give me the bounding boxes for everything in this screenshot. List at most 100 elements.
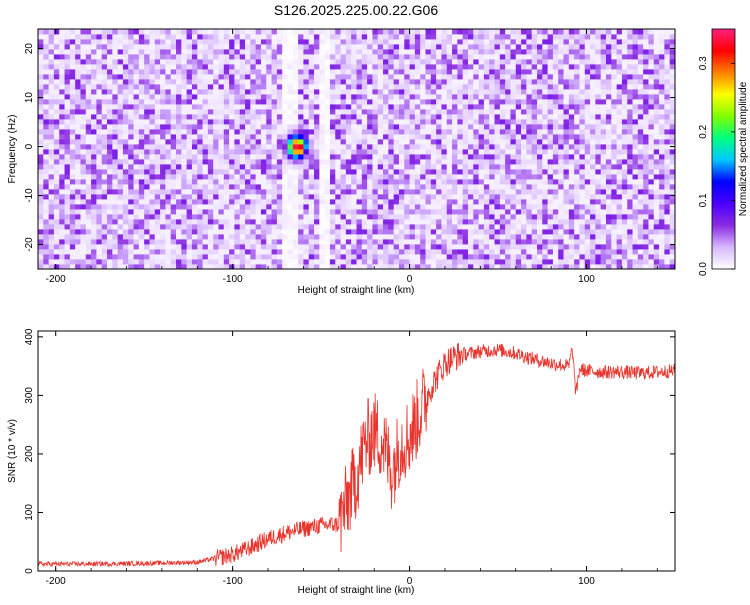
heatmap-cell xyxy=(176,184,182,190)
heatmap-cell xyxy=(69,109,76,115)
heatmap-cell xyxy=(303,249,310,255)
heatmap-cell xyxy=(510,124,517,130)
heatmap-cell xyxy=(574,209,580,215)
heatmap-cell xyxy=(669,139,675,145)
heatmap-cell xyxy=(207,119,214,125)
heatmap-cell xyxy=(414,159,421,165)
heatmap-cell xyxy=(112,124,119,130)
heatmap-cell xyxy=(287,189,294,195)
heatmap-cell xyxy=(154,69,161,75)
heatmap-cell xyxy=(218,124,225,130)
heatmap-cell xyxy=(101,134,108,140)
heatmap-cell xyxy=(154,159,161,165)
heatmap-cell xyxy=(64,264,71,269)
heatmap-cell xyxy=(478,119,485,125)
heatmap-cell xyxy=(38,79,44,85)
heatmap-cell xyxy=(536,84,543,90)
heatmap-cell xyxy=(340,259,347,265)
heatmap-cell xyxy=(335,89,341,95)
heatmap-cell xyxy=(149,74,156,80)
heatmap-cell xyxy=(404,104,410,110)
heatmap-cell xyxy=(271,154,278,160)
heatmap-cell xyxy=(276,79,283,85)
heatmap-cell xyxy=(101,104,108,110)
heatmap-cell xyxy=(38,214,44,220)
heatmap-cell xyxy=(600,134,607,140)
heatmap-cell xyxy=(128,69,134,75)
heatmap-cell xyxy=(425,64,432,70)
heatmap-cell xyxy=(112,94,119,100)
heatmap-cell xyxy=(542,234,548,240)
heatmap-cell xyxy=(590,189,596,195)
heatmap-cell xyxy=(430,119,437,125)
heatmap-cell xyxy=(96,244,103,250)
heatmap-cell xyxy=(239,239,246,245)
heatmap-cell xyxy=(165,124,172,130)
heatmap-cell xyxy=(393,199,400,205)
heatmap-cell xyxy=(446,84,453,90)
heatmap-cell xyxy=(48,189,55,195)
heatmap-cell xyxy=(186,159,193,165)
heatmap-cell xyxy=(324,74,331,80)
heatmap-cell xyxy=(542,139,548,145)
heatmap-cell xyxy=(605,69,612,75)
heatmap-cell xyxy=(197,229,203,235)
heatmap-cell xyxy=(165,219,172,225)
heatmap-cell xyxy=(648,179,655,185)
heatmap-cell xyxy=(526,74,533,80)
heatmap-cell xyxy=(282,194,288,200)
heatmap-cell xyxy=(398,134,405,140)
heatmap-cell xyxy=(372,204,379,210)
heatmap-cell xyxy=(335,134,341,140)
heatmap-cell xyxy=(160,69,166,75)
heatmap-cell xyxy=(499,154,506,160)
heatmap-cell xyxy=(653,169,660,175)
heatmap-cell xyxy=(420,99,426,105)
heatmap-cell xyxy=(542,264,548,269)
heatmap-cell xyxy=(176,204,182,210)
heatmap-cell xyxy=(367,114,373,120)
heatmap-cell xyxy=(324,219,331,225)
heatmap-cell xyxy=(531,74,538,80)
heatmap-cell xyxy=(287,144,294,150)
heatmap-cell xyxy=(515,89,522,95)
heatmap-cell xyxy=(648,204,655,210)
heatmap-cell xyxy=(478,74,485,80)
heatmap-cell xyxy=(101,69,108,75)
heatmap-cell xyxy=(643,179,649,185)
heatmap-cell xyxy=(170,129,177,135)
heatmap-cell xyxy=(239,189,246,195)
heatmap-cell xyxy=(287,84,294,90)
heatmap-cell xyxy=(96,179,103,185)
heatmap-cell xyxy=(64,199,71,205)
heatmap-cell xyxy=(218,224,225,230)
heatmap-cell xyxy=(361,189,368,195)
heatmap-cell xyxy=(335,184,341,190)
heatmap-cell xyxy=(388,184,395,190)
heatmap-cell xyxy=(255,139,262,145)
heatmap-cell xyxy=(563,124,570,130)
heatmap-cell xyxy=(600,174,607,180)
heatmap-cell xyxy=(494,119,501,125)
heatmap-cell xyxy=(276,199,283,205)
heatmap-cell xyxy=(611,154,618,160)
heatmap-cell xyxy=(48,119,55,125)
heatmap-cell xyxy=(621,104,628,110)
heatmap-cell xyxy=(425,184,432,190)
heatmap-cell xyxy=(446,259,453,265)
heatmap-cell xyxy=(627,219,633,225)
heatmap-cell xyxy=(202,239,209,245)
heatmap-cell xyxy=(144,219,150,225)
heatmap-cell xyxy=(536,164,543,170)
heatmap-cell xyxy=(319,59,326,65)
heatmap-cell xyxy=(48,164,55,170)
heatmap-cell xyxy=(298,139,304,145)
heatmap-cell xyxy=(383,89,389,95)
heatmap-cell xyxy=(207,264,214,269)
heatmap-cell xyxy=(329,69,336,75)
heatmap-cell xyxy=(181,199,188,205)
heatmap-cell xyxy=(43,254,50,260)
heatmap-cell xyxy=(122,244,129,250)
heatmap-cell xyxy=(462,214,469,220)
heatmap-cell xyxy=(43,209,50,215)
